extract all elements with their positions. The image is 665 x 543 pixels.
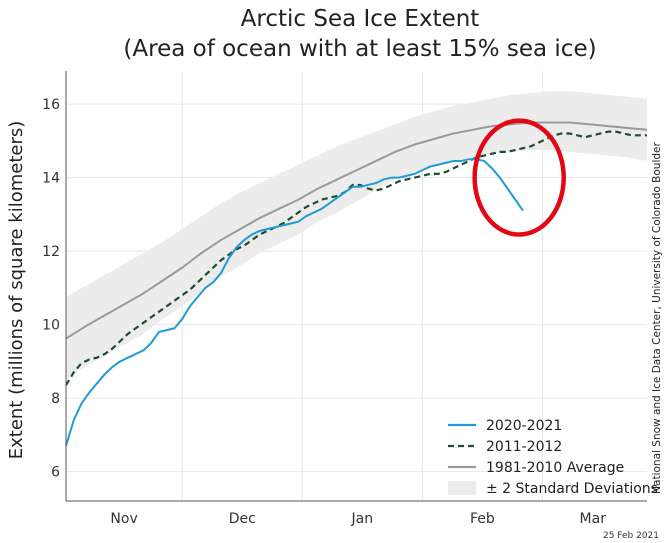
y-tick-label: 14 bbox=[42, 171, 60, 187]
x-tick-label: Dec bbox=[229, 511, 256, 527]
x-tick-label: Nov bbox=[110, 511, 137, 527]
legend-swatch bbox=[448, 481, 476, 495]
x-tick-label: Mar bbox=[580, 511, 607, 527]
legend-label: 1981-2010 Average bbox=[486, 460, 624, 476]
y-tick-label: 6 bbox=[51, 465, 60, 481]
credit-text: National Snow and Ice Data Center, Unive… bbox=[651, 142, 663, 494]
chart-title: Arctic Sea Ice Extent bbox=[240, 6, 480, 32]
date-label: 25 Feb 2021 bbox=[603, 531, 659, 541]
y-tick-label: 12 bbox=[42, 244, 60, 260]
x-tick-label: Jan bbox=[351, 511, 374, 527]
highlight-circle bbox=[472, 118, 566, 237]
legend: 2020-2021 2011-2012 1981-2010 Average ± 2 S… bbox=[448, 418, 658, 497]
y-tick-label: 8 bbox=[51, 391, 60, 407]
axes bbox=[65, 71, 647, 502]
chart-subtitle: (Area of ocean with at least 15% sea ice… bbox=[123, 36, 597, 62]
y-tick-label: 16 bbox=[42, 97, 60, 113]
series-line-2020-2021 bbox=[65, 158, 524, 447]
tick-labels: 6 8 10 12 14 16 Nov Dec Jan Feb Mar bbox=[42, 97, 606, 527]
legend-label: ± 2 Standard Deviations bbox=[486, 481, 658, 497]
legend-label: 2020-2021 bbox=[486, 418, 562, 434]
annotation-layer bbox=[472, 118, 566, 237]
y-tick-label: 10 bbox=[42, 318, 60, 334]
std-dev-band-area bbox=[66, 91, 647, 380]
legend-label: 2011-2012 bbox=[486, 439, 562, 455]
series-line-1981-2010-average bbox=[65, 121, 648, 340]
std-dev-band bbox=[66, 91, 647, 380]
x-tick-label: Feb bbox=[470, 511, 495, 527]
y-axis-label: Extent (millions of square kilometers) bbox=[6, 121, 27, 460]
